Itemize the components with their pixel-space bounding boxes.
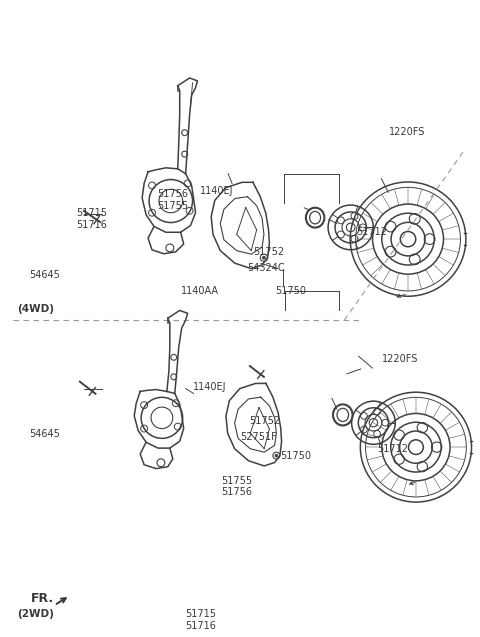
Text: 51756
51755: 51756 51755 <box>157 189 188 211</box>
Text: 51752: 51752 <box>250 417 281 427</box>
Text: 54645: 54645 <box>29 270 60 280</box>
Text: 51750: 51750 <box>276 286 307 296</box>
Text: (4WD): (4WD) <box>17 304 54 315</box>
Text: 1220FS: 1220FS <box>389 127 426 137</box>
Text: 51715
51716: 51715 51716 <box>185 610 216 631</box>
Text: 1140AA: 1140AA <box>180 286 219 296</box>
Text: 1140EJ: 1140EJ <box>200 186 233 196</box>
Circle shape <box>275 454 277 457</box>
Text: 51715
51716: 51715 51716 <box>76 208 108 230</box>
Text: 51750: 51750 <box>280 451 312 461</box>
Text: 54645: 54645 <box>29 429 60 439</box>
Text: 51752: 51752 <box>253 247 285 257</box>
Text: 51755
51756: 51755 51756 <box>221 476 252 497</box>
Text: 51712: 51712 <box>356 227 387 237</box>
Text: (2WD): (2WD) <box>17 610 54 619</box>
Circle shape <box>263 257 265 259</box>
Text: 1140EJ: 1140EJ <box>192 382 226 392</box>
Text: FR.: FR. <box>30 592 54 605</box>
Text: 54324C: 54324C <box>247 263 285 273</box>
Text: 51712: 51712 <box>378 445 408 454</box>
Text: 52751F: 52751F <box>240 432 277 442</box>
Text: 1220FS: 1220FS <box>383 354 419 364</box>
